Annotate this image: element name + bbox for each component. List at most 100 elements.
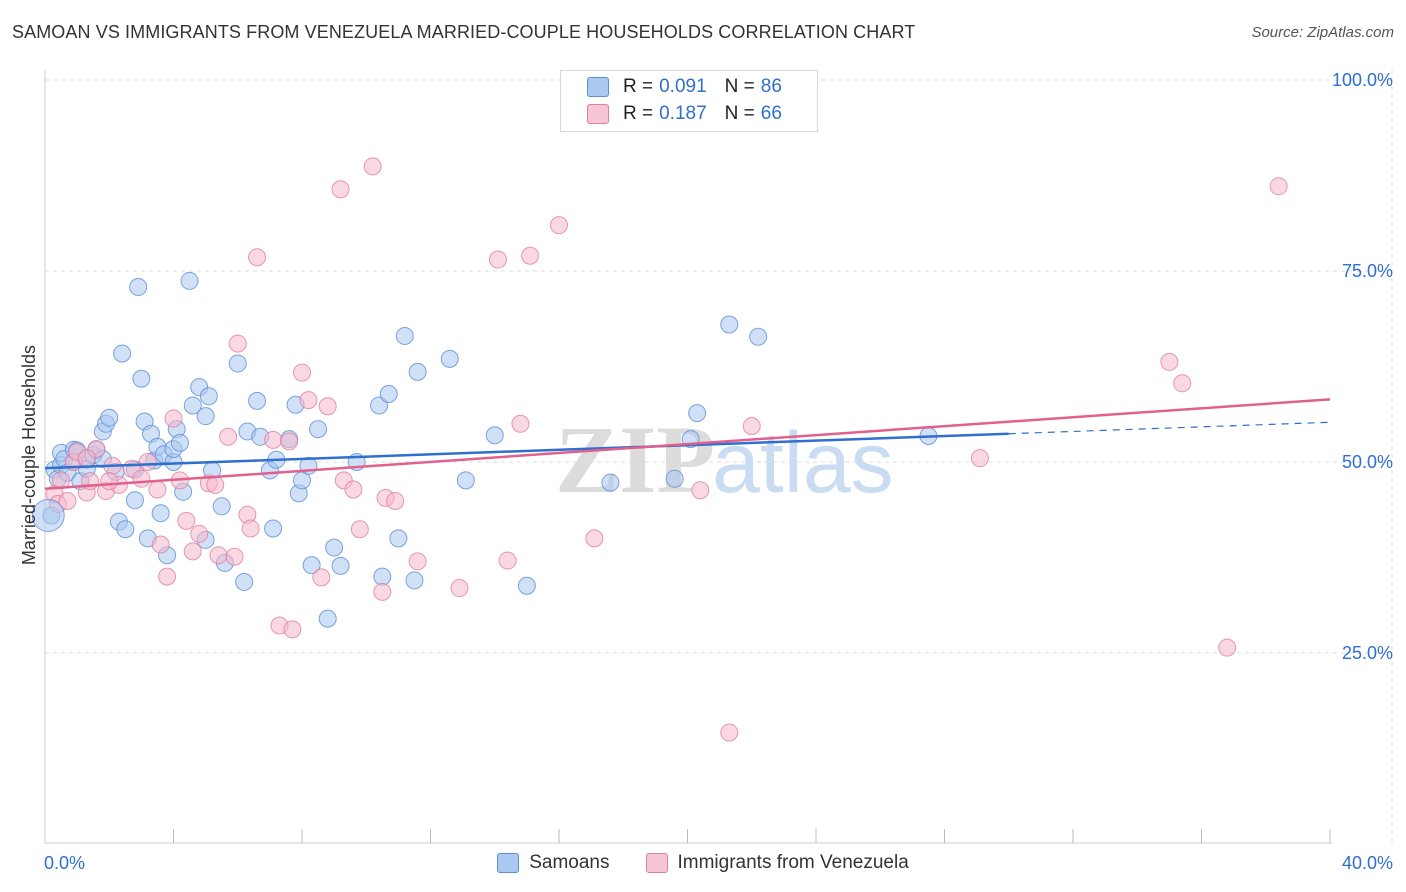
bottom-legend-label-venezuela: Immigrants from Venezuela (677, 852, 909, 873)
bottom-legend: Samoans Immigrants from Venezuela (0, 852, 1406, 874)
venezuela-point (164, 409, 183, 428)
venezuela-point (363, 157, 382, 176)
y-axis-title: Married-couple Households (19, 345, 39, 565)
venezuela-point (408, 552, 427, 571)
samoan-point (151, 504, 170, 523)
venezuela-point (228, 334, 247, 353)
venezuela-point (100, 472, 119, 491)
venezuela-point (77, 449, 96, 468)
venezuela-point (331, 180, 350, 199)
watermark-zip: ZIP (555, 406, 715, 513)
samoan-point (113, 344, 132, 363)
samoan-point (196, 407, 215, 426)
points-layer (31, 157, 1288, 742)
chart-title: SAMOAN VS IMMIGRANTS FROM VENEZUELA MARR… (12, 22, 916, 42)
samoan-point (264, 519, 283, 538)
venezuela-point (248, 248, 267, 267)
bottom-legend-swatch-samoans (497, 853, 520, 873)
legend-box: R = 0.091 N = 86 R = 0.187 N = 66 (560, 70, 818, 132)
venezuela-point (219, 427, 238, 446)
venezuela-point (318, 397, 337, 416)
samoan-point (100, 408, 119, 427)
watermark-atlas: atlas (712, 415, 894, 511)
samoan-point (183, 396, 202, 415)
venezuela-point (299, 391, 318, 410)
samoan-point (395, 326, 414, 345)
venezuela-point (720, 723, 739, 742)
samoan-point (370, 396, 389, 415)
legend-swatch-samoans (587, 77, 609, 97)
legend-n-label: N = (724, 103, 755, 124)
samoan-point (170, 433, 189, 452)
samoan-point (749, 327, 768, 346)
legend-swatch-venezuela (587, 104, 609, 124)
y-tick-label: 50.0% (1342, 452, 1393, 472)
samoan-trend-extension (1008, 421, 1331, 435)
labels-layer: Married-couple Households 25.0% 50.0% 75.0… (19, 70, 1393, 873)
venezuela-point (498, 551, 517, 570)
venezuela-point (312, 568, 331, 587)
venezuela-point (241, 519, 260, 538)
samoan-point (302, 556, 321, 575)
samoan-point (688, 404, 707, 423)
venezuela-point (138, 453, 157, 471)
venezuela-point (1269, 177, 1288, 196)
samoan-point (228, 354, 247, 373)
source-label: Source: ZipAtlas.com (1251, 24, 1394, 41)
venezuela-point (585, 529, 604, 548)
legend-row-venezuela: R = 0.187 N = 66 (587, 102, 782, 126)
venezuela-point (970, 449, 989, 468)
venezuela-point (225, 547, 244, 566)
venezuela-point (183, 542, 202, 561)
trend-layer (44, 398, 1331, 490)
bottom-legend-samoans: Samoans (497, 852, 610, 874)
venezuela-point (190, 524, 209, 543)
legend-n-value-venezuela: 66 (760, 103, 782, 124)
venezuela-point (1160, 352, 1179, 371)
venezuela-point (58, 491, 77, 510)
y-tick-label: 75.0% (1342, 261, 1393, 281)
legend-n-label: N = (724, 76, 755, 97)
venezuela-point (550, 216, 568, 235)
venezuela-point (521, 246, 540, 265)
samoan-point (389, 529, 408, 548)
samoan-point (235, 572, 254, 591)
venezuela-point (344, 480, 363, 499)
venezuela-point (450, 579, 469, 598)
bottom-legend-label-samoans: Samoans (529, 852, 610, 873)
venezuela-point (280, 432, 299, 451)
samoan-point (331, 556, 350, 575)
samoan-point (601, 473, 620, 492)
samoan-point (129, 278, 148, 297)
legend-r-label: R = (623, 103, 654, 124)
samoan-point (379, 385, 398, 404)
venezuela-point (386, 491, 405, 510)
venezuela-point (373, 582, 392, 601)
samoan-point (212, 497, 231, 516)
samoan-point (517, 576, 536, 595)
legend-r-value-samoans: 0.091 (659, 76, 707, 97)
samoan-point (405, 571, 424, 590)
samoan-point (720, 315, 739, 334)
venezuela-point (148, 480, 167, 499)
samoan-point (116, 520, 135, 539)
bottom-legend-swatch-venezuela (645, 853, 668, 873)
venezuela-point (151, 535, 170, 554)
samoan-point (665, 469, 684, 488)
venezuela-point (691, 481, 710, 500)
samoan-point (248, 391, 267, 410)
venezuela-point (177, 511, 196, 530)
axes-layer (44, 70, 1332, 844)
samoan-point (456, 471, 475, 490)
y-tick-label: 100.0% (1332, 70, 1393, 90)
venezuela-point (1218, 638, 1237, 657)
watermark: ZIP atlas (555, 406, 894, 513)
x-tick-label: 40.0% (1342, 853, 1393, 873)
venezuela-point (511, 414, 530, 433)
venezuela-point (350, 520, 369, 539)
samoan-point (31, 498, 65, 532)
samoan-point (440, 349, 459, 368)
venezuela-point (488, 250, 507, 269)
venezuela-point (209, 546, 228, 565)
